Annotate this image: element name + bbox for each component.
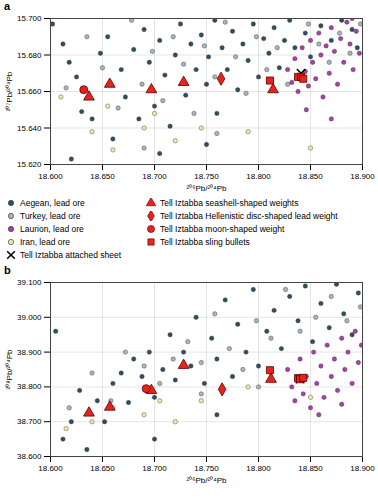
html-text:Aegean, lead ore: Aegean, lead ore bbox=[20, 197, 85, 208]
svg-text:18.700: 18.700 bbox=[142, 172, 167, 181]
svg-text:18.650: 18.650 bbox=[90, 464, 115, 473]
html-text:Tell Iztabba seashell-shaped w: Tell Iztabba seashell-shaped weights bbox=[160, 197, 299, 208]
svg-text:18.750: 18.750 bbox=[194, 172, 219, 181]
svg-text:38.800: 38.800 bbox=[17, 382, 42, 391]
svg-text:39.100: 39.100 bbox=[17, 278, 42, 287]
html-text:a: a bbox=[4, 0, 11, 12]
svg-text:²⁰⁶Pb/²⁰⁴Pb: ²⁰⁶Pb/²⁰⁴Pb bbox=[187, 476, 227, 485]
svg-text:15.640: 15.640 bbox=[17, 124, 42, 133]
svg-text:15.700: 15.700 bbox=[17, 14, 42, 23]
svg-text:²⁰⁷Pb/²⁰⁴Pb: ²⁰⁷Pb/²⁰⁴Pb bbox=[5, 71, 14, 111]
svg-text:18.600: 18.600 bbox=[38, 464, 63, 473]
svg-text:18.850: 18.850 bbox=[298, 464, 323, 473]
svg-text:18.800: 18.800 bbox=[246, 464, 271, 473]
svg-text:18.800: 18.800 bbox=[246, 172, 271, 181]
svg-text:18.650: 18.650 bbox=[90, 172, 115, 181]
svg-text:18.750: 18.750 bbox=[194, 464, 219, 473]
svg-text:18.900: 18.900 bbox=[350, 172, 375, 181]
svg-text:38.900: 38.900 bbox=[17, 348, 42, 357]
svg-text:²⁰⁶Pb/²⁰⁴Pb: ²⁰⁶Pb/²⁰⁴Pb bbox=[187, 184, 227, 193]
svg-text:18.600: 18.600 bbox=[38, 172, 63, 181]
svg-text:18.700: 18.700 bbox=[142, 464, 167, 473]
svg-text:²⁰⁸Pb/²⁰⁴Pb: ²⁰⁸Pb/²⁰⁴Pb bbox=[5, 349, 14, 389]
svg-text:15.660: 15.660 bbox=[17, 87, 42, 96]
html-text:b: b bbox=[4, 264, 11, 276]
html-text:Tell Iztabba attached sheet: Tell Iztabba attached sheet bbox=[20, 249, 122, 260]
svg-text:18.900: 18.900 bbox=[350, 464, 375, 473]
svg-text:15.620: 15.620 bbox=[17, 160, 42, 169]
html-text:Tell Iztabba moon-shaped weigh: Tell Iztabba moon-shaped weight bbox=[160, 223, 285, 234]
html-text:Turkey, lead ore: Turkey, lead ore bbox=[20, 210, 81, 221]
svg-text:38.700: 38.700 bbox=[17, 417, 42, 426]
html-text:Tell Iztabba sling bullets: Tell Iztabba sling bullets bbox=[160, 236, 250, 247]
html-text:Tell Iztabba Hellenistic disc-: Tell Iztabba Hellenistic disc-shaped lea… bbox=[160, 210, 338, 221]
svg-text:15.680: 15.680 bbox=[17, 51, 42, 60]
svg-text:18.850: 18.850 bbox=[298, 172, 323, 181]
svg-text:38.600: 38.600 bbox=[17, 452, 42, 461]
html-text:Laurion, lead ore: Laurion, lead ore bbox=[20, 223, 84, 234]
html-text:Iran, lead ore: Iran, lead ore bbox=[20, 236, 71, 247]
svg-text:39.000: 39.000 bbox=[17, 313, 42, 322]
